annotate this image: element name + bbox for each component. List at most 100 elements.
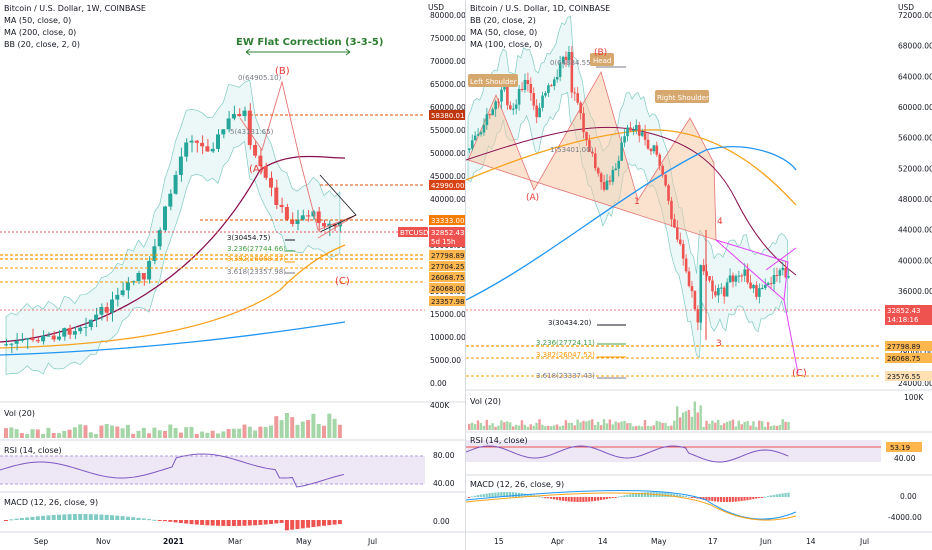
volume-bar [693,401,697,430]
candle-body [300,215,305,220]
macd-title[interactable]: MACD (12, 26, close, 9) [4,498,98,507]
volume-bar [690,416,694,430]
indicator-ma50[interactable]: MA (50, close, 0) [4,16,71,25]
macd-tick2: -4000.00 [888,513,922,522]
volume-bar [237,428,242,438]
volume-bar [216,433,220,438]
volume-bar [300,421,305,438]
volume-bar [766,421,770,430]
rsi-title[interactable]: RSI (14, close) [470,436,528,445]
macd-bar [690,497,693,498]
tag-26068: 26068.75 [431,274,464,282]
volume-bar [596,421,600,430]
volume-bar [497,425,500,430]
volume-bar [567,422,571,430]
price-tick: 40000.00 [898,256,932,265]
macd-bar [570,497,573,502]
candle-body [702,265,705,272]
candle-body [62,328,67,337]
macd-bar [687,496,690,498]
indicator-ma100[interactable]: MA (100, close, 0) [470,40,542,49]
candle-body [511,108,515,110]
candle-body [482,125,486,133]
price-axis[interactable]: 80000.00 75000.00 70000.00 65000.00 60000.00… [430,11,465,388]
volume-bar [629,422,632,430]
annotations [239,80,357,239]
candle-body [740,275,744,277]
volume-bar [221,431,226,438]
vol-title[interactable]: Vol (20) [470,397,501,406]
volume-bar [322,425,326,438]
candle-body [4,344,8,346]
candle-body [479,132,483,135]
volume-bar [46,427,51,438]
indicator-bb[interactable]: BB (20, close, 2) [470,16,536,25]
price-axis[interactable]: 72000.00 68000.00 64000.00 60000.00 56000.00… [898,11,932,388]
macd-bar [640,492,644,497]
macd-bar [678,494,682,497]
candle-body [46,335,51,337]
volume-bar [485,419,488,430]
vol-title[interactable]: Vol (20) [4,409,35,418]
rsi-title[interactable]: RSI (14, close) [4,446,62,455]
candle-body [173,174,178,194]
price-tick: 50000.00 [430,149,465,158]
candle-body [163,206,167,231]
candle-body [602,182,606,190]
volume-bar [611,424,614,430]
daily-chart-pane[interactable]: 0(64884.55) 1(53401.00) 3(30434.20) 3.23… [466,0,932,550]
volume-bar [509,422,512,430]
candle-body [632,129,635,131]
signal-line [466,492,797,521]
candlestick-series [468,45,790,331]
candle-body [284,207,289,220]
volume-bar [667,425,670,430]
macd-histogram [4,514,342,531]
macd-bar [221,520,226,526]
tag-btc-price: 32852.43 [431,229,464,237]
candle-body [152,246,157,261]
candle-body [778,270,782,276]
volume-bar [482,425,486,430]
volume-bar [468,423,471,430]
candle-body [787,276,790,278]
macd-title[interactable]: MACD (12, 26, close, 9) [470,480,564,489]
weekly-chart-pane[interactable]: Bitcoin / U.S. Dollar, 1W, COINBASE MA (… [0,0,466,550]
volume-bar [110,425,114,438]
candle-body [743,269,747,276]
candle-body [523,79,527,91]
candle-body [306,215,311,217]
candle-body [30,338,35,341]
volume-bar [743,421,746,430]
candle-body [327,223,332,227]
macd-bar [737,497,740,502]
macd-bar [743,497,746,501]
candle-body [115,294,120,300]
indicator-bb[interactable]: BB (20, close, 2, 0) [4,40,80,49]
candle-body [579,102,582,114]
macd-bar [163,520,167,522]
macd-bar [62,514,67,520]
volume-bar [547,425,550,430]
volume-bar [758,420,761,430]
volume-bar [593,425,597,430]
macd-bar [511,492,515,497]
macd-bar [702,497,705,500]
candle-body [316,211,321,224]
macd-bar [725,497,729,502]
volume-bar [582,420,585,430]
macd-bar [168,520,173,522]
macd-bar [332,520,337,525]
macd-bar [734,497,737,502]
candle-body [746,269,749,283]
volume-bar [163,431,167,438]
candle-body [596,168,600,174]
volume-bar [189,426,194,438]
candle-body [131,281,136,283]
candle-body [652,145,656,152]
indicator-ma200[interactable]: MA (200, close, 0) [4,28,76,37]
macd-bar [564,497,567,502]
macd-bar [602,497,605,500]
fib-3: 3(30454.75) [227,234,271,242]
indicator-ma50[interactable]: MA (50, close, 0) [470,28,537,37]
